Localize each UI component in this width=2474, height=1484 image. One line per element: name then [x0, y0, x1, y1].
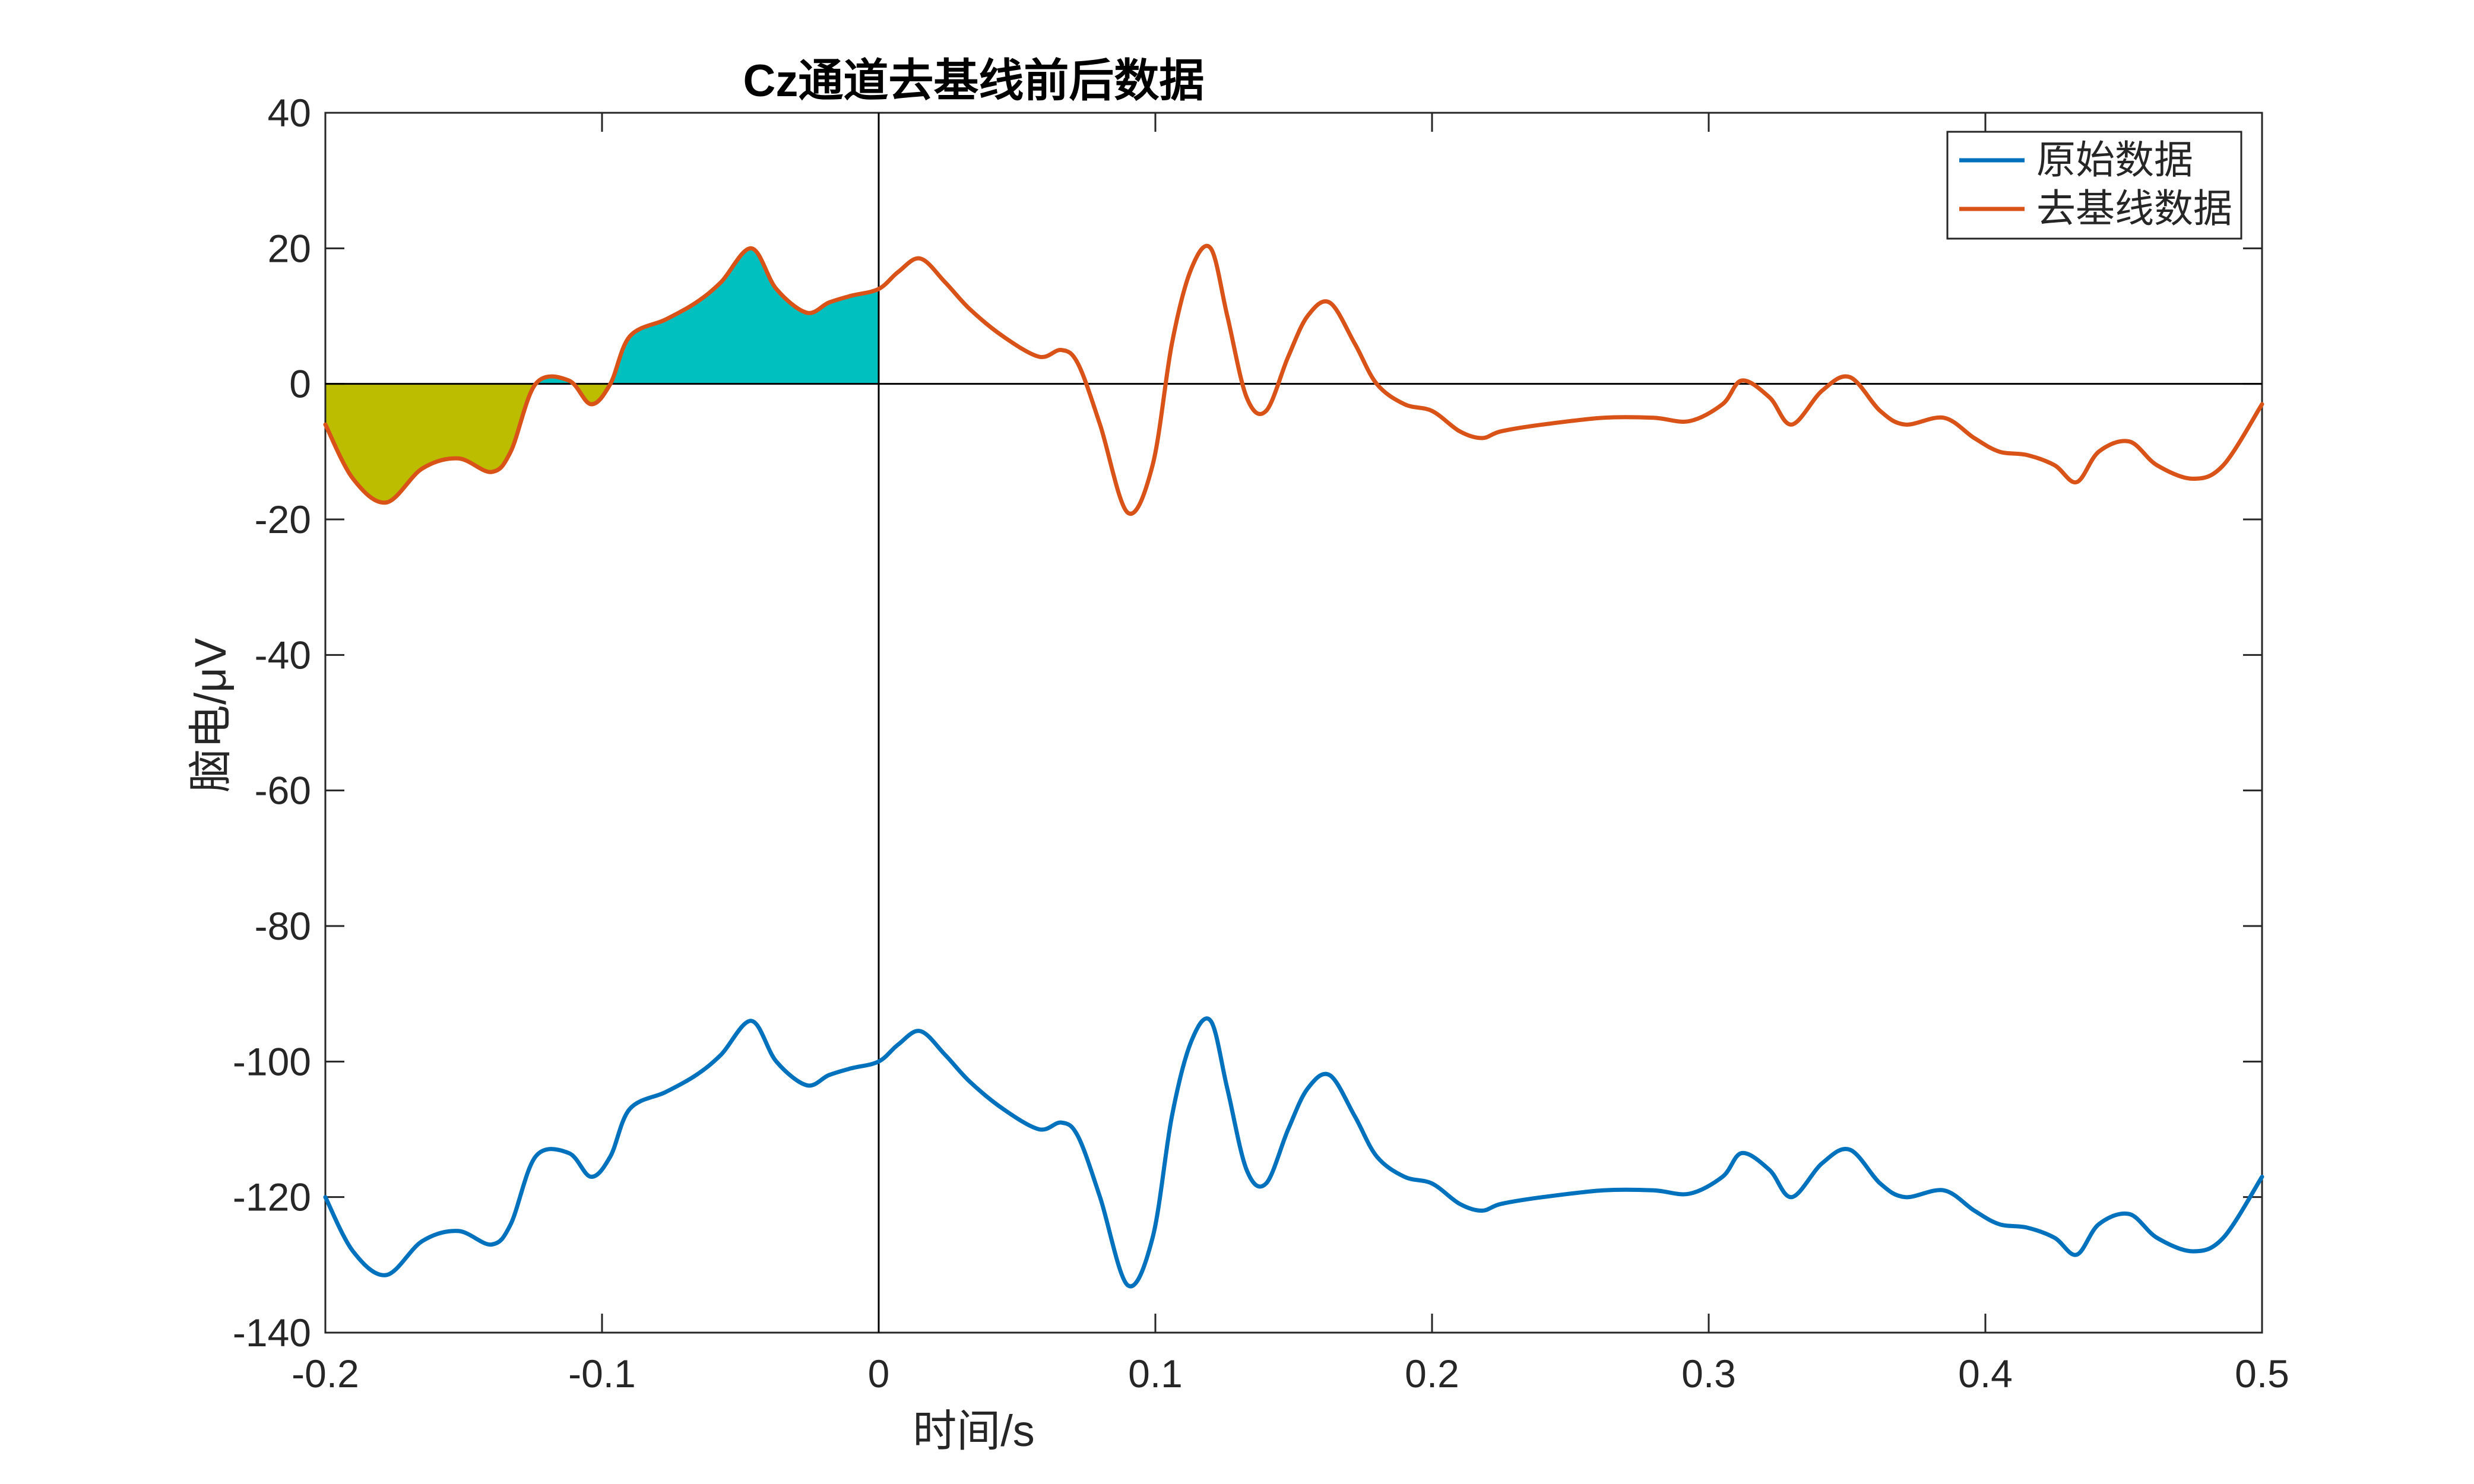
- x-tick-labels: -0.2 -0.1 0 0.1 0.2 0.3 0.4 0.5: [292, 1352, 2289, 1396]
- y-tick-label: -20: [255, 497, 311, 541]
- legend-label-baseline-removed: 去基线数据: [2036, 186, 2232, 230]
- y-tick-labels: 40 20 0 -20 -40 -60 -80 -100 -120 -140: [233, 91, 311, 1355]
- y-tick-label: 40: [268, 91, 311, 135]
- y-axis-label: 脑电/μV: [186, 638, 235, 792]
- plot-fills: [325, 248, 879, 503]
- plot-area-frame: [324, 112, 2263, 1334]
- y-tick-label: -80: [255, 904, 311, 948]
- series-line-baseline-removed: [323, 243, 2264, 516]
- x-tick-label: 0.3: [1681, 1352, 1736, 1396]
- x-tick-label: 0.2: [1405, 1352, 1459, 1396]
- x-tick-label: 0: [868, 1352, 890, 1396]
- series-line-original: [323, 1016, 2264, 1289]
- y-tick-label: -100: [233, 1039, 311, 1083]
- x-tick-label: 0.5: [2235, 1352, 2289, 1396]
- y-tick-label: -120: [233, 1175, 311, 1219]
- baseline-fill-negative: [325, 383, 879, 503]
- baseline-fill-positive: [536, 248, 879, 384]
- legend-label-original: 原始数据: [2036, 138, 2193, 182]
- tick-marks: [324, 112, 2263, 1334]
- y-tick-label: 0: [289, 362, 311, 406]
- series-lines: [323, 243, 2264, 1289]
- x-tick-label: -0.1: [568, 1352, 636, 1396]
- x-tick-label: 0.1: [1128, 1352, 1183, 1396]
- x-axis-label: 时间/s: [913, 1406, 1035, 1456]
- x-tick-label: -0.2: [292, 1352, 359, 1396]
- y-tick-label: 20: [268, 226, 311, 270]
- x-tick-label: 0.4: [1958, 1352, 2013, 1396]
- y-tick-label: -40: [255, 633, 311, 677]
- y-tick-label: -60: [255, 769, 311, 813]
- chart-title: Cz通道去基线前后数据: [743, 56, 1205, 106]
- legend: 原始数据 去基线数据: [1946, 131, 2242, 240]
- legend-box: [1946, 131, 2242, 240]
- y-tick-label: -140: [233, 1311, 311, 1355]
